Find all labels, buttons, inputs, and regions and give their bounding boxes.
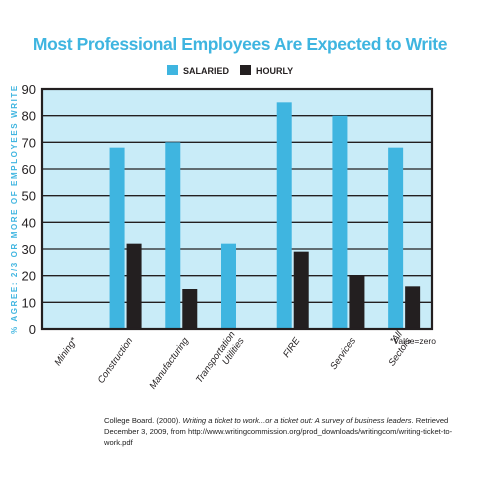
- y-tick-label: 30: [22, 242, 36, 257]
- bar-salaried: [109, 147, 125, 329]
- citation-title: Writing a ticket to work...or a ticket o…: [182, 416, 412, 425]
- y-tick-label: 0: [29, 322, 36, 337]
- x-tick-label: Manufacturing: [147, 335, 191, 391]
- legend: SALARIED HOURLY: [167, 65, 293, 76]
- chart-title: Most Professional Employees Are Expected…: [32, 34, 448, 54]
- y-tick-label: 70: [22, 135, 36, 150]
- y-axis-ticks: 0 10 20 30 40 50 60 70 80 90: [22, 82, 36, 337]
- bar-hourly: [349, 275, 365, 329]
- bar-chart: SALARIED HOURLY 0 10 20 30 40 50 60 70 80 90 Minin…: [10, 65, 436, 392]
- source-citation: College Board. (2000). Writing a ticket …: [104, 415, 464, 448]
- citation-suffix: . Retrieved December 3, 2009, from http:…: [104, 416, 453, 447]
- legend-swatch: [167, 65, 178, 75]
- bar-hourly: [182, 289, 198, 329]
- y-axis-label: % AGREE: 2/3 OR MORE OF EMPLOYEES WRITE: [10, 84, 19, 334]
- bar-salaried: [388, 147, 404, 329]
- value-zero-note: *Value=zero: [390, 336, 436, 346]
- plot-area: [40, 87, 434, 331]
- y-tick-label: 60: [22, 162, 36, 177]
- bar-hourly: [293, 251, 309, 329]
- x-tick-label-group: Services: [328, 336, 358, 372]
- y-tick-label: 80: [22, 109, 36, 124]
- legend-swatch: [240, 65, 251, 75]
- y-tick-label: 10: [22, 295, 36, 310]
- y-tick-label: 40: [22, 215, 36, 230]
- y-tick-label: 20: [22, 269, 36, 284]
- plot-background: [42, 89, 432, 329]
- bar-salaried: [332, 115, 348, 330]
- legend-label: SALARIED: [183, 66, 230, 76]
- x-tick-label: Mining*: [52, 335, 79, 368]
- y-tick-label: 50: [22, 189, 36, 204]
- legend-label: HOURLY: [256, 66, 293, 76]
- bar-salaried: [221, 243, 236, 329]
- x-tick-label: Construction: [96, 336, 136, 386]
- x-tick-label-group: Mining*: [52, 335, 79, 368]
- x-tick-label: Services: [328, 336, 358, 372]
- bar-hourly: [126, 243, 142, 329]
- x-axis-tick-labels: Mining* Construction Manufacturing Transpor…: [52, 329, 414, 392]
- x-tick-label-group: Construction: [96, 336, 136, 386]
- bar-salaried: [165, 142, 181, 329]
- bar-hourly: [405, 286, 421, 329]
- citation-prefix: College Board. (2000).: [104, 416, 183, 425]
- x-tick-label: FIRE: [281, 335, 303, 360]
- bar-salaried: [276, 102, 292, 329]
- plot-frame: [40, 87, 434, 331]
- x-tick-label-group: FIRE: [281, 335, 303, 360]
- y-tick-label: 90: [22, 82, 36, 97]
- x-tick-label-group: Manufacturing: [147, 335, 191, 391]
